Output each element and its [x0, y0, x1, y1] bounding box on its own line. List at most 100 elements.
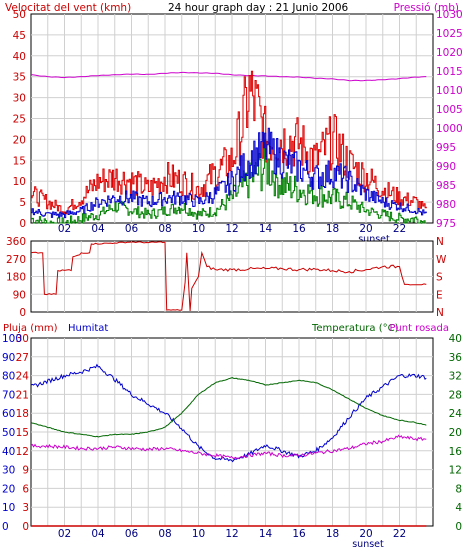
x-tick-label-10: 10	[192, 223, 205, 235]
humidity-tick-60: 60	[2, 408, 15, 420]
series-line-avg	[31, 127, 427, 219]
series-line-gust	[31, 70, 427, 215]
x-tick-label-02: 02	[58, 528, 71, 540]
series-line-pressi-mb	[31, 71, 427, 82]
humidity-tick-30: 30	[2, 465, 15, 477]
pressure-tick-1020: 1020	[436, 47, 463, 59]
x-tick-label-12: 12	[225, 528, 238, 540]
pressure-tick-1025: 1025	[436, 28, 463, 40]
x-tick-label-08: 08	[158, 223, 171, 235]
x-tick-label-14: 14	[259, 223, 273, 235]
direction-tick-0: 0	[19, 307, 26, 319]
wind-speed-tick-40: 40	[13, 51, 26, 63]
wind-pressure-series	[31, 70, 427, 224]
humidity-tick-0: 0	[2, 521, 9, 533]
x-tick-label-12: 12	[225, 223, 238, 235]
compass-tick-w-1: W	[436, 254, 447, 266]
wind-direction-series	[30, 241, 427, 312]
rain-tick-27: 27	[16, 352, 29, 364]
x-tick-label-18: 18	[326, 528, 339, 540]
wind-pressure-x-axis: 02 04 06 08 10 12 14 16 18 20 22	[58, 223, 406, 235]
x-tick-label-20: 20	[359, 528, 372, 540]
pressure-tick-1005: 1005	[436, 104, 463, 116]
pressure-tick-980: 980	[436, 199, 456, 211]
x-tick-label-16: 16	[292, 528, 306, 540]
temperature-tick-0: 0	[455, 521, 462, 533]
x-tick-label-06: 06	[125, 223, 139, 235]
rain-tick-15: 15	[16, 427, 29, 439]
humidity-tick-100: 100	[2, 333, 22, 345]
x-tick-label-22: 22	[393, 528, 406, 540]
humidity-tick-10: 10	[2, 502, 15, 514]
x-tick-label-08: 08	[158, 528, 171, 540]
series-line-min	[31, 139, 427, 224]
x-tick-label-20: 20	[359, 223, 372, 235]
rain-tick-6: 6	[22, 483, 29, 495]
pressure-tick-975: 975	[436, 218, 456, 230]
temperature-tick-16: 16	[449, 446, 463, 458]
humidity-temperature-gridlines	[31, 338, 433, 526]
rain-tick-12: 12	[16, 446, 29, 458]
direction-tick-270: 270	[6, 254, 26, 266]
pressure-tick-995: 995	[436, 142, 456, 154]
temperature-tick-36: 36	[449, 352, 463, 364]
temperature-tick-8: 8	[455, 483, 462, 495]
pressure-axis: 1030 1025 1020 1015 1010 1005 1000 995 990 985 980…	[436, 9, 463, 230]
compass-tick-n-0: N	[436, 236, 444, 248]
compass-tick-n-4: N	[436, 307, 444, 319]
pressure-tick-990: 990	[436, 161, 456, 173]
compass-tick-e-3: E	[436, 289, 443, 301]
rain-tick-21: 21	[16, 389, 29, 401]
x-tick-label-04: 04	[91, 223, 105, 235]
pressure-tick-1000: 1000	[436, 123, 463, 135]
rain-tick-3: 3	[22, 502, 29, 514]
temperature-tick-12: 12	[449, 465, 462, 477]
rain-tick-9: 9	[22, 465, 29, 477]
rain-tick-30: 30	[16, 333, 29, 345]
temperature-tick-4: 4	[455, 502, 462, 514]
pressure-axis-title: Pressió (mb)	[394, 2, 459, 14]
wind-speed-tick-25: 25	[13, 114, 26, 126]
wind-speed-tick-50: 50	[13, 9, 26, 21]
wind-speed-tick-35: 35	[13, 72, 26, 84]
x-tick-label-16: 16	[292, 223, 306, 235]
x-tick-label-06: 06	[125, 528, 139, 540]
humidity-axis-title: Humitat	[68, 323, 108, 334]
pressure-tick-985: 985	[436, 180, 456, 192]
direction-degrees-axis: 360 270 180 90 0	[6, 236, 26, 319]
temperature-tick-32: 32	[449, 371, 462, 383]
pressure-tick-1030: 1030	[436, 9, 463, 21]
x-tick-label-04: 04	[91, 528, 105, 540]
x-tick-label-22: 22	[393, 223, 406, 235]
humidity-tick-80: 80	[2, 371, 15, 383]
sunset-label: sunset	[358, 234, 390, 245]
pressure-tick-1015: 1015	[436, 66, 463, 78]
humidity-tick-40: 40	[2, 446, 15, 458]
wind-speed-axis-title: Velocitat del vent (kmh)	[5, 2, 131, 14]
humidity-tick-70: 70	[2, 389, 15, 401]
sunset-label-bottom: sunset	[352, 539, 384, 550]
wind-direction-gridlines	[31, 241, 433, 312]
series-line-direction	[30, 241, 427, 312]
wind-speed-tick-15: 15	[13, 155, 26, 167]
direction-tick-180: 180	[6, 272, 26, 284]
rain-tick-18: 18	[16, 408, 29, 420]
temperature-tick-20: 20	[449, 427, 462, 439]
wind-speed-tick-5: 5	[19, 197, 26, 209]
x-tick-label-18: 18	[326, 223, 339, 235]
series-line-punt-rosada	[30, 434, 427, 460]
wind-speed-tick-10: 10	[13, 176, 26, 188]
direction-tick-360: 360	[6, 236, 26, 248]
dew-point-axis-title: Punt rosada	[390, 323, 449, 334]
chart-title: 24 hour graph day : 21 Junio 2006	[168, 2, 349, 14]
rain-tick-24: 24	[16, 371, 30, 383]
temperature-tick-28: 28	[449, 389, 462, 401]
rain-axis-title: Pluja (mm)	[3, 323, 58, 334]
humidity-tick-90: 90	[2, 352, 15, 364]
